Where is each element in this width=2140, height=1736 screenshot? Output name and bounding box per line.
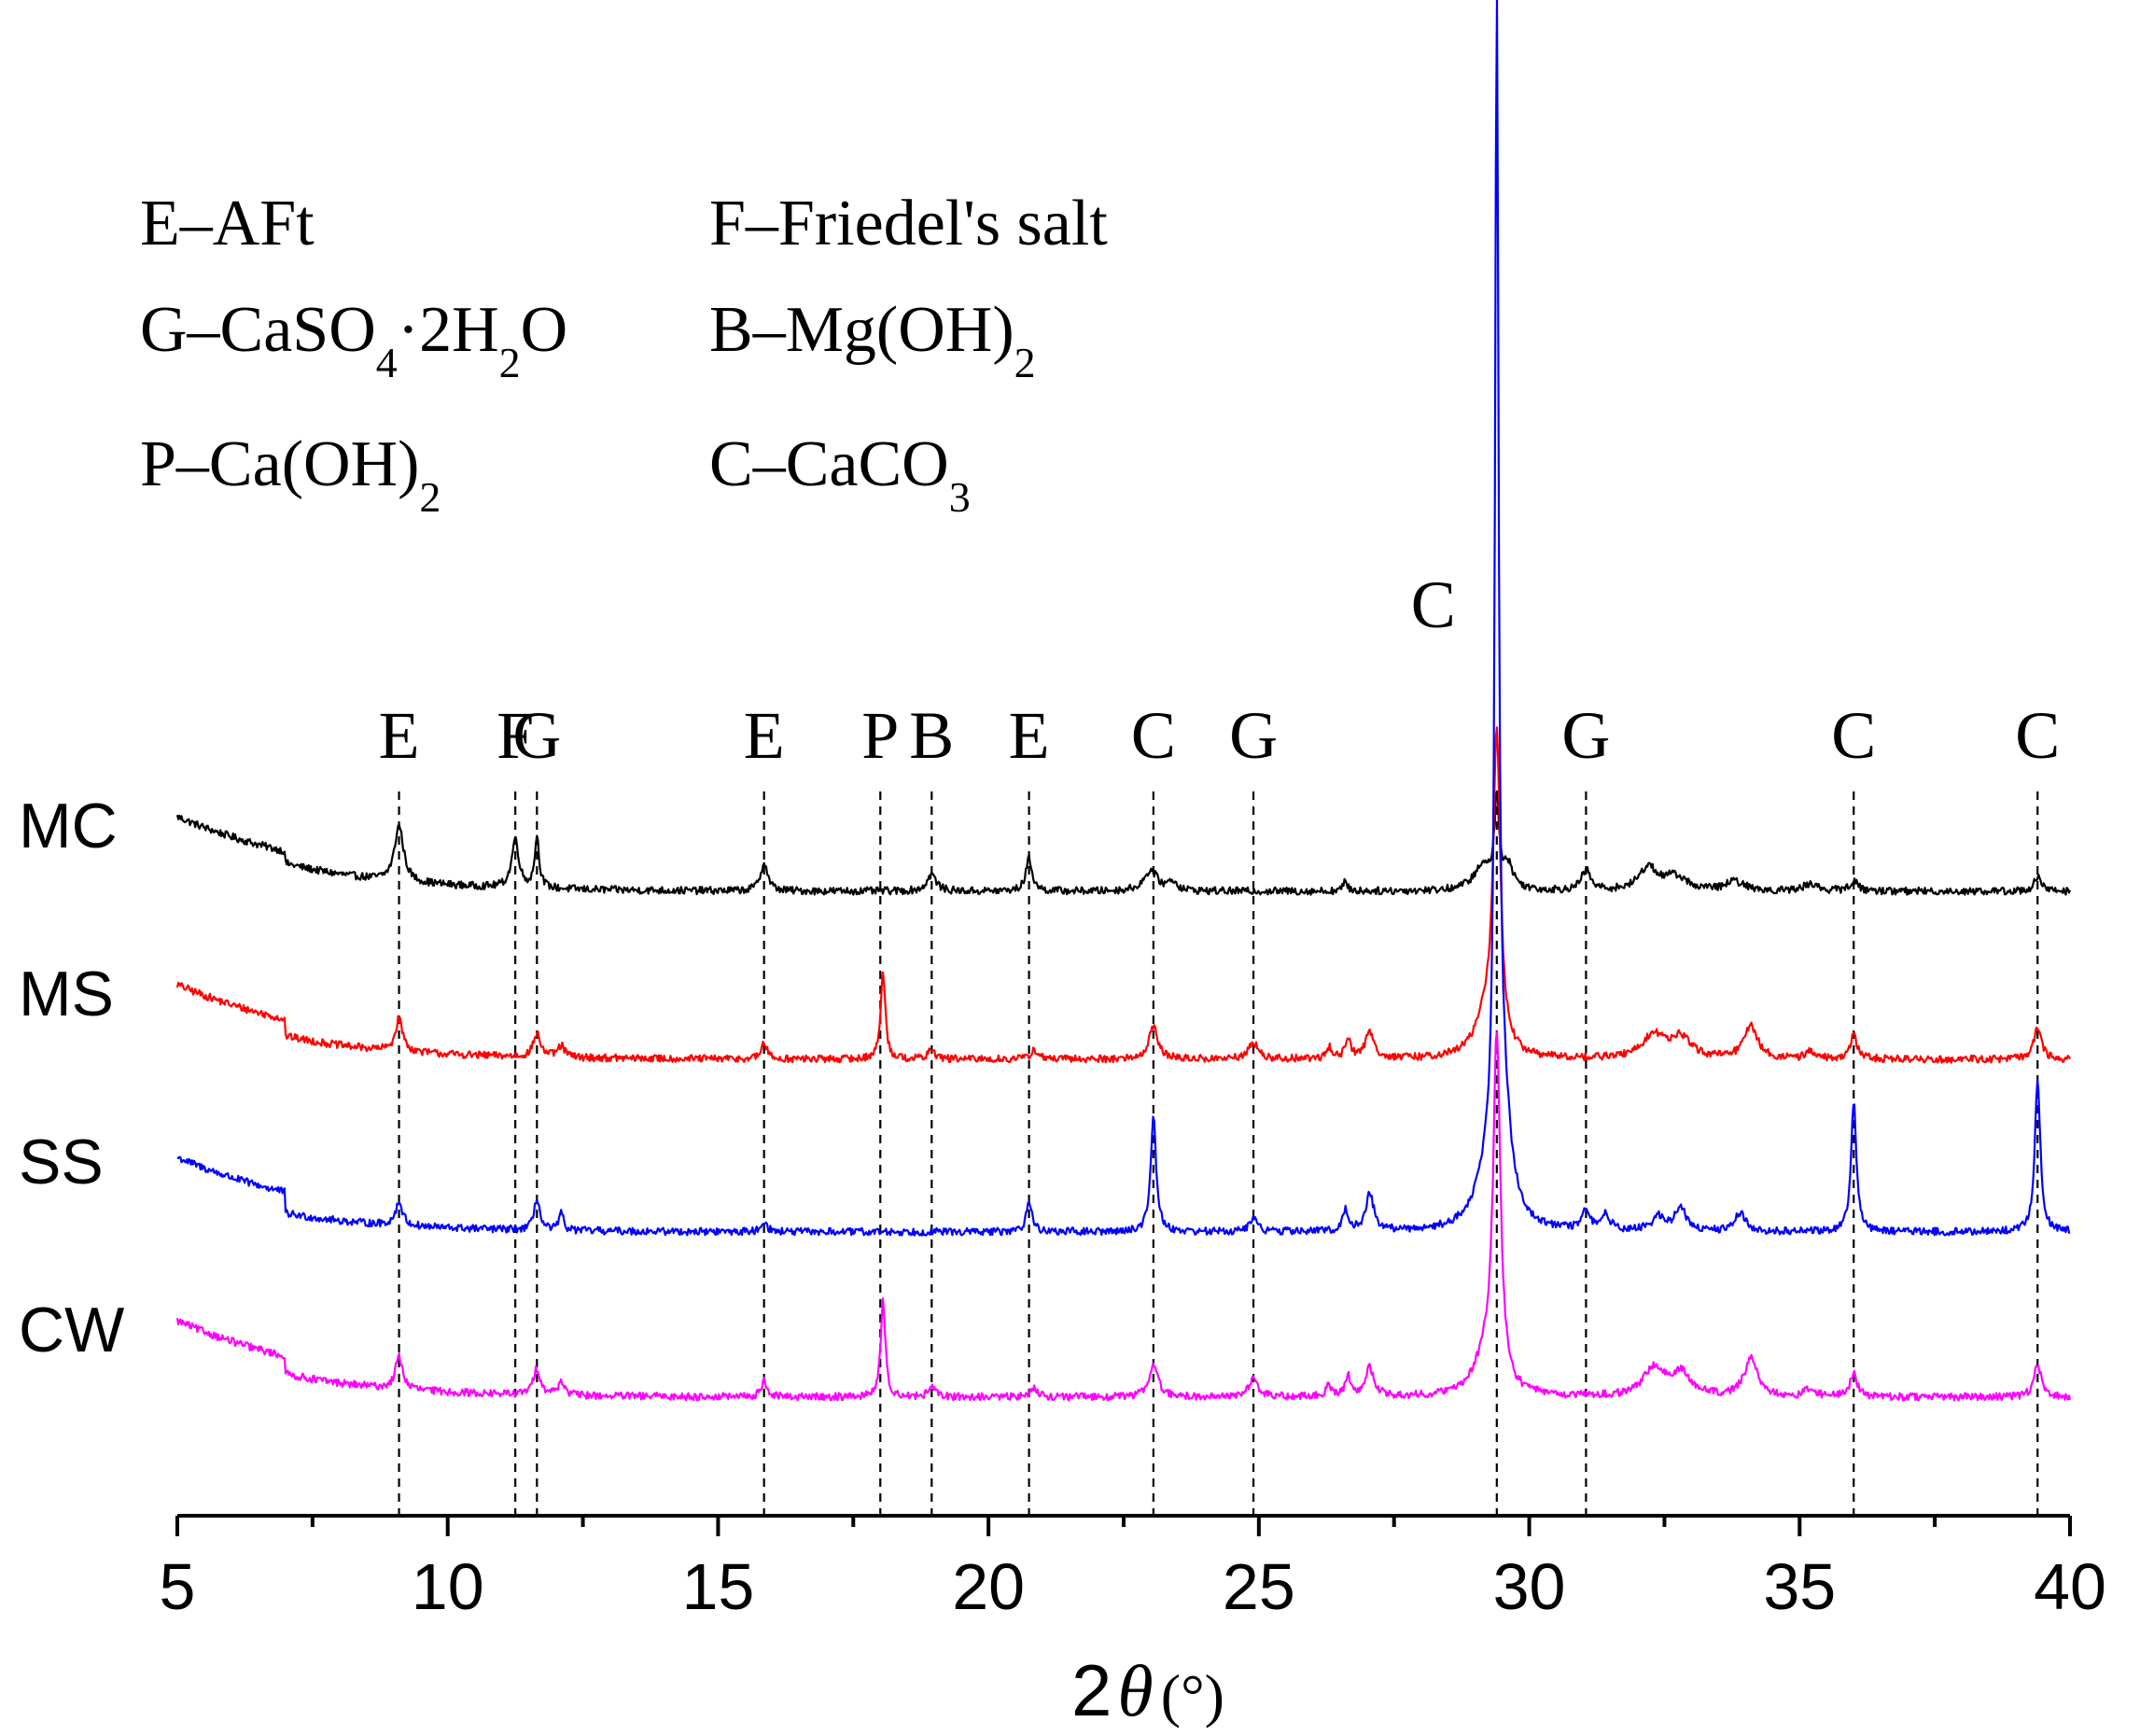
peak-marker-label: C — [2015, 698, 2060, 773]
legend-entry-F: F–Friedel's salt — [709, 188, 1108, 259]
peak-marker-label: C — [1411, 567, 1456, 642]
x-tick-label: 25 — [1223, 1550, 1295, 1623]
series-line-ms — [175, 726, 2071, 1064]
series-label-ss: SS — [19, 1127, 104, 1197]
legend-entry-G: G–CaSO4·2H2O — [140, 294, 567, 386]
peak-marker-label: P — [861, 698, 899, 773]
peak-marker-label: E — [744, 698, 785, 773]
x-tick-label: 5 — [160, 1550, 196, 1623]
x-tick-label: 30 — [1493, 1550, 1566, 1623]
peak-marker-label: G — [512, 698, 561, 773]
legend-entry-B: B–Mg(OH)2 — [709, 294, 1036, 386]
series-line-ss — [176, 0, 2071, 1237]
x-tick-label: 20 — [952, 1550, 1025, 1623]
legend-entry-E: E–AFt — [140, 188, 315, 259]
peak-marker-label: C — [1831, 698, 1876, 773]
peak-marker-label: G — [1561, 698, 1610, 773]
series-group — [175, 0, 2072, 1402]
peak-markers: E FG E P B E C GCG C C — [379, 567, 2060, 1516]
x-tick-label: 10 — [412, 1550, 484, 1623]
legend-entry-P: P–Ca(OH)2 — [140, 428, 441, 521]
peak-marker-label: F — [497, 698, 534, 773]
peak-marker-label: C — [1131, 698, 1176, 773]
phase-legend: E–AFt F–Friedel's salt G–CaSO4·2H2O B–Mg… — [140, 188, 1108, 521]
x-tick-label: 40 — [2034, 1550, 2106, 1623]
x-axis-title: 2θ (°) — [1071, 1649, 1224, 1731]
peak-marker-label: E — [379, 698, 420, 773]
peak-marker-label: B — [909, 698, 954, 773]
peak-marker-label: E — [1009, 698, 1050, 773]
series-line-mc — [175, 790, 2072, 896]
x-tick-label: 15 — [681, 1550, 754, 1623]
peak-marker-label: G — [1229, 698, 1278, 773]
x-tick-label: 35 — [1763, 1550, 1836, 1623]
series-label-cw: CW — [19, 1295, 124, 1365]
x-axis: 5 10 15 20 25 30 35 40 — [160, 1514, 2106, 1623]
series-line-cw — [175, 1030, 2072, 1402]
series-label-ms: MS — [19, 959, 114, 1029]
series-label-mc: MC — [19, 791, 118, 861]
series-labels: MC MS SS CW — [19, 791, 124, 1365]
legend-entry-C: C–CaCO3 — [709, 428, 971, 521]
